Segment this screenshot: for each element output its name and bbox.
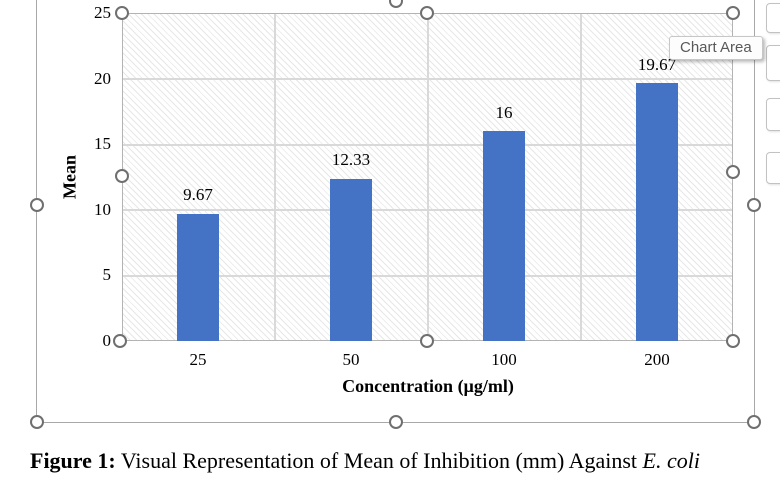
data-label: 12.33 — [331, 150, 371, 169]
figure-caption-species: E. coli — [642, 448, 700, 473]
y-tick-label: 5 — [102, 265, 112, 284]
selection-handle-chart-middle-right[interactable] — [747, 198, 761, 212]
selection-handle-chart-bottom-middle[interactable] — [389, 415, 403, 429]
chart-side-button-3[interactable] — [766, 98, 780, 131]
figure-caption-text: Visual Representation of Mean of Inhibit… — [115, 448, 643, 473]
selection-handle-plot-top-left[interactable] — [115, 6, 129, 20]
x-axis-title[interactable]: Concentration (µg/ml) — [342, 376, 514, 396]
figure-caption-label: Figure 1: — [30, 448, 116, 473]
data-label: 19.67 — [637, 55, 677, 74]
x-tick-label: 50 — [342, 350, 360, 369]
selection-handle-plot-top-middle[interactable] — [420, 6, 434, 20]
y-tick-label: 20 — [94, 69, 111, 88]
data-label: 16 — [495, 103, 513, 122]
selection-handle-plot-bottom-right[interactable] — [726, 334, 740, 348]
chart-area-tooltip: Chart Area — [669, 36, 763, 60]
gridline-v-2 — [427, 14, 429, 340]
bar-concentration-200[interactable] — [636, 83, 678, 341]
bar-concentration-50[interactable] — [330, 179, 372, 341]
gridline-v-1 — [274, 14, 276, 340]
selection-handle-plot-top-right[interactable] — [726, 6, 740, 20]
data-label: 9.67 — [183, 185, 213, 204]
y-tick-label: 10 — [94, 200, 111, 219]
selection-handle-chart-middle-left[interactable] — [30, 198, 44, 212]
gridline-v-3 — [580, 14, 582, 340]
x-tick-label: 100 — [491, 350, 517, 369]
y-tick-label: 0 — [102, 331, 112, 350]
selection-handle-plot-middle-right[interactable] — [726, 165, 740, 179]
chart-side-button-1[interactable] — [766, 3, 780, 33]
selection-handle-plot-bottom-middle[interactable] — [420, 334, 434, 348]
y-tick-label: 15 — [94, 134, 111, 153]
chart-side-button-4[interactable] — [766, 152, 780, 184]
plot-area[interactable] — [122, 13, 733, 341]
selection-handle-plot-bottom-left[interactable] — [113, 334, 127, 348]
y-tick-label: 25 — [94, 3, 111, 22]
selection-handle-chart-bottom-left[interactable] — [30, 415, 44, 429]
selection-handle-plot-middle-left[interactable] — [115, 169, 129, 183]
selection-handle-chart-bottom-right[interactable] — [747, 415, 761, 429]
selection-handle-chart-top-middle[interactable] — [389, 0, 403, 8]
bar-concentration-100[interactable] — [483, 131, 525, 341]
x-tick-label: 200 — [644, 350, 670, 369]
y-axis-title[interactable]: Mean — [59, 155, 80, 199]
figure-caption: Figure 1: Visual Representation of Mean … — [30, 447, 700, 475]
chart-side-button-2[interactable] — [766, 45, 780, 81]
x-tick-label: 25 — [189, 350, 207, 369]
bar-concentration-25[interactable] — [177, 214, 219, 341]
